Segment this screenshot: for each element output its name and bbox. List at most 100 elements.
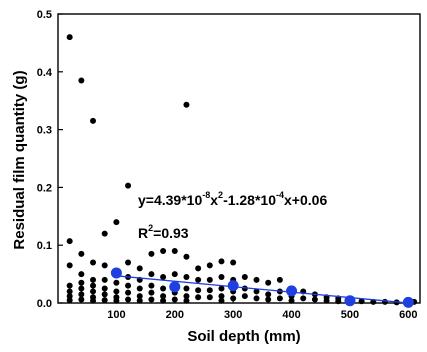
- mean-point: [169, 281, 181, 293]
- observed-point: [78, 296, 85, 303]
- mean-point: [344, 295, 356, 307]
- observed-point: [171, 296, 178, 303]
- observed-point: [265, 296, 272, 303]
- data-marks: [66, 34, 418, 308]
- observed-point: [253, 288, 260, 295]
- observed-point: [66, 288, 73, 295]
- observed-point: [195, 287, 202, 294]
- observed-point: [78, 291, 85, 298]
- observed-point: [125, 296, 132, 303]
- observed-point: [206, 287, 213, 294]
- r-squared-exponent: 2: [148, 223, 153, 233]
- observed-point: [288, 297, 295, 304]
- observed-point: [148, 271, 155, 278]
- observed-point: [253, 295, 260, 302]
- observed-point: [323, 297, 330, 304]
- mean-point: [110, 267, 122, 279]
- x-tick-label: 300: [224, 309, 242, 321]
- observed-point: [101, 262, 108, 269]
- r-squared-label: R2=0.93: [138, 223, 189, 241]
- observed-point: [160, 285, 167, 292]
- observed-point: [183, 101, 190, 108]
- y-tick-label: 0.0: [37, 298, 52, 310]
- x-tick-label: 400: [282, 309, 300, 321]
- observed-point: [218, 273, 225, 280]
- x-tick-label: 500: [341, 309, 359, 321]
- observed-point: [148, 282, 155, 289]
- plot-frame: [57, 13, 421, 304]
- observed-point: [206, 276, 213, 283]
- observed-point: [125, 282, 132, 289]
- observed-point: [113, 297, 120, 304]
- observed-point: [241, 273, 248, 280]
- observed-point: [171, 247, 178, 254]
- axis-ticks: 0.0 0.1 0.2 0.3 0.4 0.5 100 200 300 400 500 600: [37, 9, 418, 321]
- observed-point: [183, 285, 190, 292]
- observed-point: [160, 273, 167, 280]
- observed-point: [160, 293, 167, 300]
- regression-equation: y=4.39*10-8x2-1.28*10-4x+0.06: [138, 190, 327, 208]
- x-axis-label: Soil depth (mm): [187, 328, 300, 345]
- observed-point: [113, 288, 120, 295]
- equation-exponent-2: 2: [218, 190, 223, 200]
- observed-point: [218, 258, 225, 265]
- observed-point: [195, 294, 202, 301]
- observed-point: [125, 289, 132, 296]
- observed-point: [230, 295, 237, 302]
- observed-point: [160, 247, 167, 254]
- y-tick-label: 0.1: [37, 240, 52, 252]
- observed-point: [90, 282, 97, 289]
- observed-point: [125, 259, 132, 266]
- observed-point: [183, 273, 190, 280]
- observed-point: [276, 276, 283, 283]
- observed-point: [218, 297, 225, 304]
- y-tick-label: 0.3: [37, 125, 52, 137]
- observed-point: [183, 253, 190, 260]
- observed-point: [78, 279, 85, 286]
- observed-point: [171, 271, 178, 278]
- observed-point: [311, 296, 318, 303]
- plot-border: [57, 13, 421, 304]
- observed-point: [265, 291, 272, 298]
- y-tick-label: 0.2: [37, 182, 52, 194]
- observed-point: [113, 279, 120, 286]
- y-axis-label: Residual film quantity (g): [11, 70, 28, 249]
- observed-point: [66, 282, 73, 289]
- observed-point: [276, 295, 283, 302]
- observed-point: [66, 238, 73, 245]
- observed-point: [195, 265, 202, 272]
- observed-point: [136, 285, 143, 292]
- observed-point: [218, 293, 225, 300]
- observed-point: [241, 293, 248, 300]
- observed-point: [101, 276, 108, 283]
- observed-point: [335, 298, 342, 305]
- observed-point: [125, 182, 132, 189]
- x-tick-label: 200: [166, 309, 184, 321]
- observed-point: [148, 250, 155, 257]
- observed-point: [78, 271, 85, 278]
- equation-exponent-3: -4: [276, 190, 284, 200]
- observed-point: [300, 295, 307, 302]
- observed-point: [218, 285, 225, 292]
- observed-point: [90, 276, 97, 283]
- observed-point: [101, 297, 108, 304]
- observed-point: [78, 285, 85, 292]
- mean-point: [286, 285, 298, 297]
- observed-point: [66, 34, 73, 41]
- mean-point: [227, 280, 239, 292]
- observed-point: [160, 297, 167, 304]
- observed-point: [195, 276, 202, 283]
- x-tick-label: 600: [399, 309, 417, 321]
- observed-point: [90, 297, 97, 304]
- x-tick-label: 100: [107, 309, 125, 321]
- observed-point: [206, 294, 213, 301]
- observed-point: [381, 298, 388, 305]
- r-squared-value: =0.93: [153, 225, 189, 241]
- observed-point: [265, 279, 272, 286]
- observed-point: [101, 291, 108, 298]
- observed-point: [148, 296, 155, 303]
- observed-point: [230, 259, 237, 266]
- observed-point: [101, 285, 108, 292]
- observed-point: [358, 298, 365, 305]
